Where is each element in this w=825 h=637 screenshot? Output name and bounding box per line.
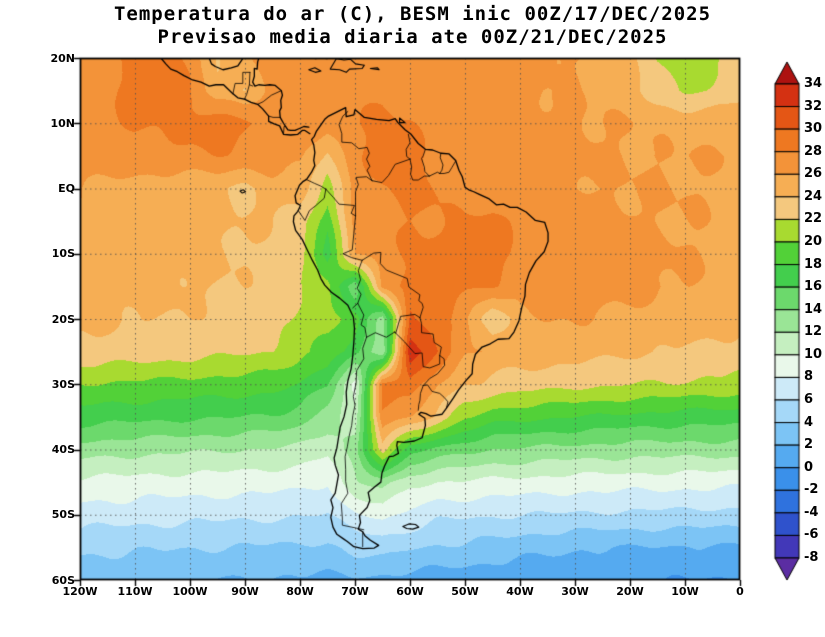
lat-tick-label-10S: 10S <box>51 247 75 261</box>
colorbar-tick-label-6: 6 <box>804 392 814 407</box>
lat-tick-label-20S: 20S <box>51 312 75 326</box>
lon-tick-label-60W: 60W <box>396 585 424 598</box>
colorbar-tick-label-2: 2 <box>804 437 814 453</box>
colorbar-tick-label-28: 28 <box>804 143 823 159</box>
lat-tick-label-30S: 30S <box>51 377 75 391</box>
colorbar-tick-label-4: 4 <box>804 414 814 430</box>
colorbar-tick-label-16: 16 <box>804 279 823 295</box>
lon-tick-label-70W: 70W <box>341 585 369 598</box>
colorbar-tick-label--2: -2 <box>804 482 819 498</box>
lon-tick-label-120W: 120W <box>62 585 98 598</box>
colorbar-tick-label-8: 8 <box>804 369 814 385</box>
lon-tick-label-10W: 10W <box>671 585 699 598</box>
lat-tick-label-10N: 10N <box>50 116 75 130</box>
colorbar-tick-label--8: -8 <box>804 550 819 565</box>
colorbar-tick-label-30: 30 <box>804 121 823 137</box>
lon-tick-label-80W: 80W <box>286 585 314 598</box>
colorbar-tick-label-20: 20 <box>804 234 823 249</box>
colorbar-tick-label-22: 22 <box>804 211 823 227</box>
lon-tick-label-30W: 30W <box>561 585 589 598</box>
lat-tick-label-60S: 60S <box>51 573 75 587</box>
colorbar-tick-label--4: -4 <box>804 504 819 520</box>
figure-title-line1: Temperatura do ar (C), BESM inic 00Z/17/… <box>113 3 712 25</box>
lon-tick-label-90W: 90W <box>231 585 259 598</box>
lat-tick-label-20N: 20N <box>50 51 75 65</box>
colorbar-tick-label-10: 10 <box>804 346 823 362</box>
lat-tick-label-EQ: EQ <box>58 182 75 195</box>
lat-tick-label-50S: 50S <box>51 508 75 522</box>
colorbar-tick-label-24: 24 <box>804 188 823 204</box>
colorbar-tick-label-12: 12 <box>804 324 823 340</box>
colorbar-tick-label-14: 14 <box>804 301 823 317</box>
colorbar-tick-label-0: 0 <box>804 459 814 475</box>
figure-title-line2: Previsao media diaria ate 00Z/21/DEC/202… <box>157 26 668 48</box>
lon-tick-label-40W: 40W <box>506 585 534 598</box>
colorbar-tick-label--6: -6 <box>804 527 819 543</box>
colorbar-tick-label-34: 34 <box>804 76 823 91</box>
lon-tick-label-0: 0 <box>736 585 744 598</box>
lat-tick-label-40S: 40S <box>51 443 75 456</box>
colorbar-tick-label-32: 32 <box>804 98 823 114</box>
colorbar-tick-label-26: 26 <box>804 166 823 182</box>
colorbar-tick-label-18: 18 <box>804 256 823 272</box>
lon-tick-label-50W: 50W <box>451 585 479 598</box>
lon-tick-label-100W: 100W <box>172 585 208 598</box>
lon-tick-label-110W: 110W <box>117 585 153 598</box>
lon-tick-label-20W: 20W <box>616 585 644 598</box>
